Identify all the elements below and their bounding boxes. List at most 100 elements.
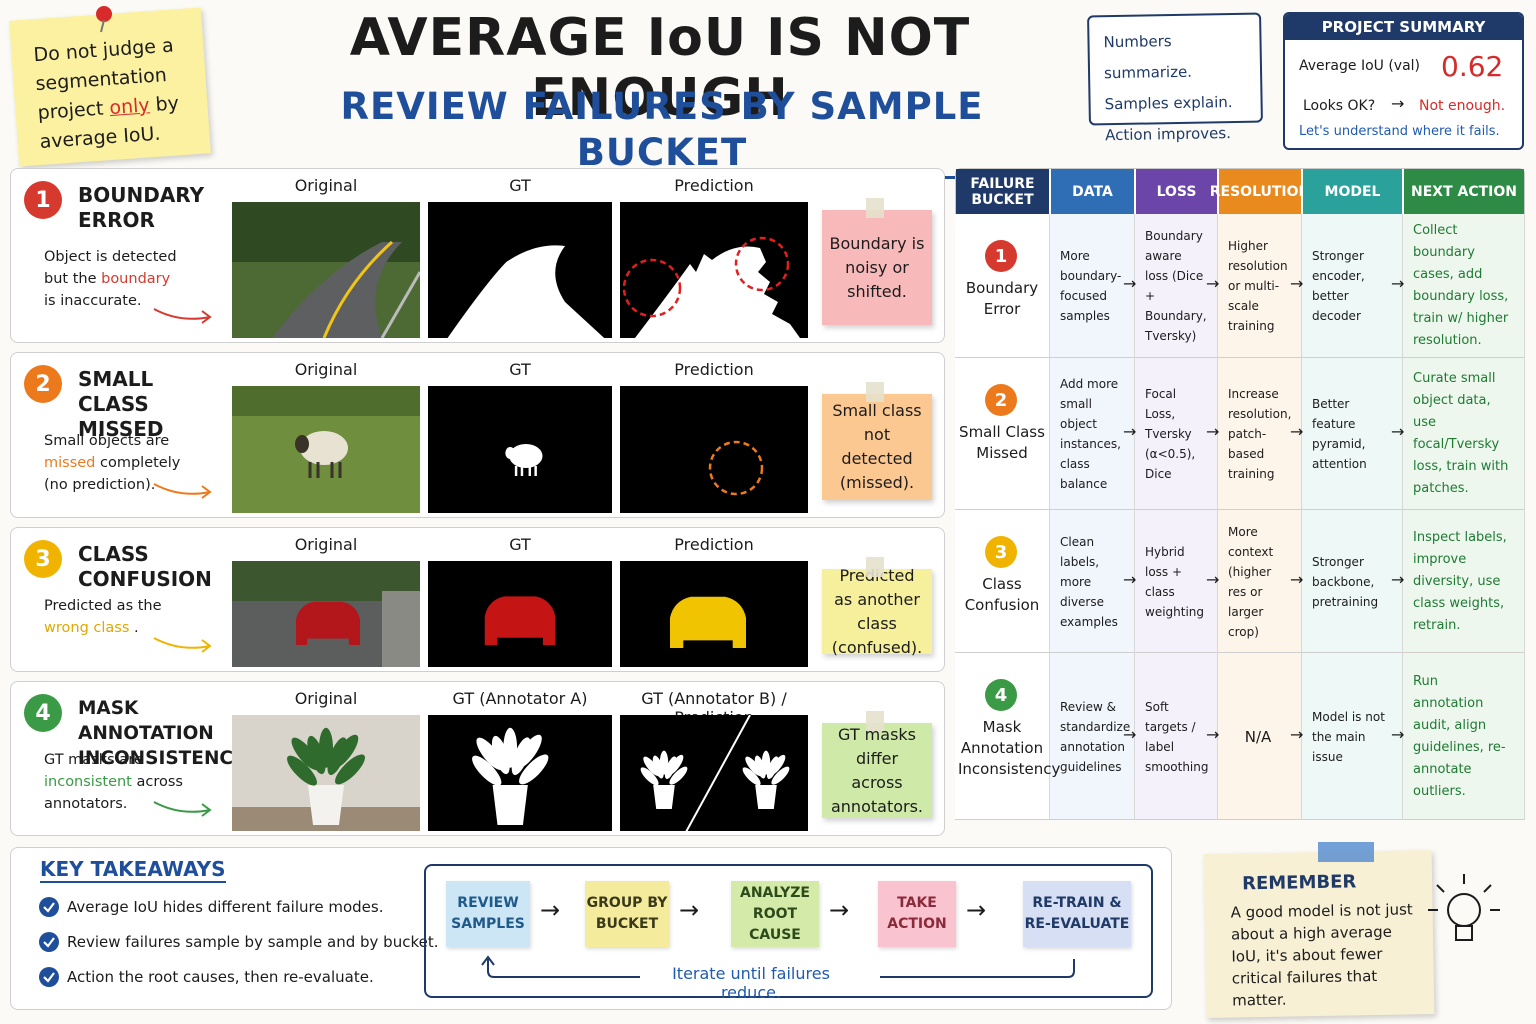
takeaways-title: KEY TAKEAWAYS — [40, 857, 226, 883]
title: AVERAGE IoU IS NOT ENOUGH — [349, 8, 971, 128]
arrow: → — [1391, 94, 1405, 113]
leaf — [745, 756, 762, 776]
leaf — [291, 737, 319, 770]
workflow-step: GROUP BY BUCKET — [585, 881, 669, 947]
workflow-box — [424, 864, 1153, 998]
bucket-name: Small Class Missed — [959, 423, 1045, 462]
arrow: → — [1391, 274, 1405, 293]
bucket-title: BOUNDARY ERROR — [78, 183, 205, 232]
arrow: → — [1290, 569, 1304, 589]
pin — [96, 6, 112, 33]
arrow: → — [1206, 724, 1220, 744]
motto-line: Samples explain. — [1104, 93, 1233, 114]
divider — [685, 715, 751, 831]
bucket-number: 2 — [24, 365, 62, 403]
table-cell: Model is not the main issue — [1312, 709, 1385, 764]
workflow-step: REVIEW SAMPLES — [446, 881, 530, 947]
image-label: GT (Annotator A) — [452, 689, 588, 708]
check-mark — [43, 902, 55, 913]
arrow: → — [540, 896, 561, 924]
loop-arrow — [481, 955, 1075, 978]
arrow-line — [153, 308, 212, 324]
table-cell-bg — [955, 358, 1050, 510]
note: Boundary is noisy or shifted. — [822, 210, 932, 325]
bucket-number: 1 — [24, 181, 62, 219]
table-cell-bg — [1218, 510, 1302, 653]
next-action: Collect boundary cases, add boundary los… — [1413, 223, 1509, 348]
table-header: FAILURE BUCKET — [956, 169, 1049, 214]
leaf — [287, 755, 317, 786]
sheep-legs — [308, 462, 342, 478]
table-cell-bg — [1218, 214, 1302, 358]
description-highlight: wrong class — [44, 620, 130, 636]
image — [620, 715, 808, 831]
check-icon — [39, 897, 59, 917]
error-circle — [708, 440, 764, 496]
bucket-number: 2 — [985, 384, 1017, 416]
bucket-description: Predicted as the wrong class . — [44, 595, 199, 639]
table-cell: N/A — [1244, 727, 1272, 746]
arrow — [153, 801, 212, 817]
image — [232, 386, 420, 513]
image — [620, 561, 808, 667]
description-highlight: inconsistent — [44, 774, 132, 790]
leaf — [667, 754, 684, 775]
mask — [635, 246, 800, 338]
subtitle: REVIEW FAILURES BY SAMPLE BUCKET — [322, 84, 1002, 179]
pot — [308, 785, 344, 825]
tape — [866, 557, 884, 577]
takeaway: Action the root causes, then re-evaluate… — [67, 968, 374, 986]
pin-needle — [100, 19, 105, 33]
remember-text: A good model is not just about a high av… — [1230, 900, 1413, 1010]
table-cell-bg — [1302, 653, 1403, 820]
image — [620, 202, 808, 338]
loop-line — [481, 955, 1075, 978]
image — [428, 561, 612, 667]
image — [620, 386, 808, 513]
image-label: Prediction — [674, 535, 754, 554]
leaf — [516, 734, 542, 769]
image — [232, 202, 420, 338]
pot — [492, 785, 528, 825]
table-cell-bg — [1218, 358, 1302, 510]
image-label: GT — [509, 535, 531, 554]
table-cell: Stronger backbone, pretraining — [1312, 554, 1379, 609]
car-shape — [296, 601, 360, 645]
lane — [322, 240, 393, 338]
car-shape — [670, 596, 746, 648]
takeaway: Review failures sample by sample and by … — [67, 933, 439, 951]
tape — [866, 198, 884, 218]
leaf — [307, 735, 326, 775]
table-header: LOSS — [1136, 169, 1217, 214]
arrow: → — [679, 896, 700, 924]
leaf — [640, 767, 659, 786]
arrow: → — [1123, 422, 1137, 441]
table-cell-bg — [1135, 358, 1218, 510]
image-label: Original — [294, 360, 358, 379]
arrow-line — [153, 483, 212, 499]
table-cell-bg — [1050, 653, 1135, 820]
tape — [1318, 842, 1374, 862]
arrow: → — [1123, 274, 1137, 293]
check-mark — [43, 972, 55, 983]
leaf — [652, 755, 664, 779]
bucket-description: Small objects are missed completely (no … — [44, 430, 199, 496]
sheep-head — [295, 435, 309, 453]
bucket-name: Mask Annotation Inconsistency — [958, 718, 1061, 778]
image — [428, 715, 612, 831]
arrow: → — [1206, 274, 1220, 293]
leaf — [769, 754, 786, 775]
arrow-line — [153, 637, 212, 653]
image — [232, 715, 420, 831]
loop-text: Iterate until failures reduce. — [672, 964, 830, 1002]
arrow: → — [829, 896, 850, 924]
table-cell: Soft targets / label smoothing — [1145, 699, 1209, 774]
motto-line: Numbers summarize. — [1103, 32, 1193, 83]
image — [428, 202, 612, 338]
leaf — [742, 767, 761, 786]
error-circle — [734, 236, 790, 292]
bulb-rays — [1428, 874, 1500, 911]
check-icon — [39, 932, 59, 952]
leaf — [519, 754, 549, 785]
description-text: Object is detected but the — [44, 249, 177, 287]
